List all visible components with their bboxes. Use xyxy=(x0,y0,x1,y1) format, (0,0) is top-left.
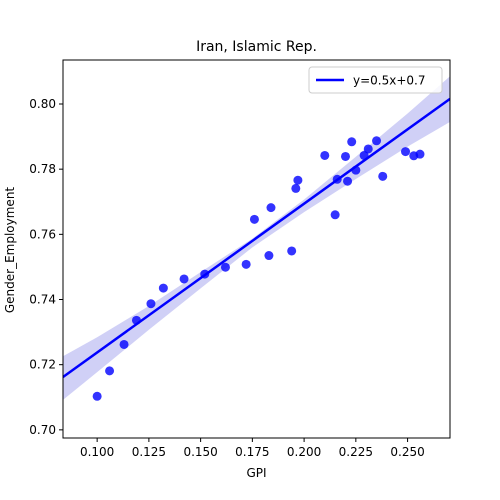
x-tick-label-4: 0.200 xyxy=(287,445,321,459)
data-point-20 xyxy=(343,176,353,186)
y-tick-label-0: 0.70 xyxy=(29,423,56,437)
legend: y=0.5x+0.7 xyxy=(308,66,443,94)
data-point-1 xyxy=(105,366,115,376)
data-point-12 xyxy=(266,203,276,213)
x-tick-label-0: 0.100 xyxy=(80,445,114,459)
data-point-29 xyxy=(415,149,425,159)
data-point-14 xyxy=(291,183,301,193)
legend-label: y=0.5x+0.7 xyxy=(353,74,425,88)
data-point-9 xyxy=(241,259,251,269)
data-point-13 xyxy=(287,246,297,256)
regression-line xyxy=(63,97,450,379)
plot-content xyxy=(63,76,450,401)
data-point-25 xyxy=(372,136,382,146)
x-tick-label-6: 0.250 xyxy=(390,445,424,459)
y-tick-label-4: 0.78 xyxy=(29,162,56,176)
data-point-24 xyxy=(363,144,373,154)
y-tick-label-2: 0.74 xyxy=(29,293,56,307)
x-tick-label-3: 0.175 xyxy=(235,445,269,459)
axes: 0.100 0.125 0.150 0.175 0.200 0.225 0.250 0.70 0… xyxy=(29,59,451,459)
axes-frame xyxy=(62,59,451,439)
data-point-0 xyxy=(92,391,102,401)
data-point-10 xyxy=(249,214,259,224)
data-point-8 xyxy=(220,262,230,272)
y-axis-label: Gender_Employment xyxy=(3,187,17,314)
x-axis-label: GPI xyxy=(246,466,266,480)
plot-area xyxy=(63,76,450,401)
y-tick-label-1: 0.72 xyxy=(29,358,56,372)
chart-title: Iran, Islamic Rep. xyxy=(196,39,317,55)
data-point-26 xyxy=(378,171,388,181)
data-point-19 xyxy=(340,151,350,161)
data-point-2 xyxy=(119,339,129,349)
x-tick-label-2: 0.150 xyxy=(183,445,217,459)
data-point-11 xyxy=(264,251,274,261)
data-point-6 xyxy=(179,274,189,284)
legend-box xyxy=(308,66,443,94)
data-point-15 xyxy=(293,175,303,185)
data-point-5 xyxy=(158,283,168,293)
data-point-27 xyxy=(401,147,411,157)
data-point-16 xyxy=(320,150,330,160)
data-point-4 xyxy=(146,299,156,309)
x-tick-label-1: 0.125 xyxy=(132,445,166,459)
x-tick-label-5: 0.225 xyxy=(339,445,373,459)
y-tick-label-3: 0.76 xyxy=(29,227,56,241)
data-point-21 xyxy=(347,137,357,147)
data-point-17 xyxy=(330,210,340,220)
y-tick-label-5: 0.80 xyxy=(29,97,56,111)
